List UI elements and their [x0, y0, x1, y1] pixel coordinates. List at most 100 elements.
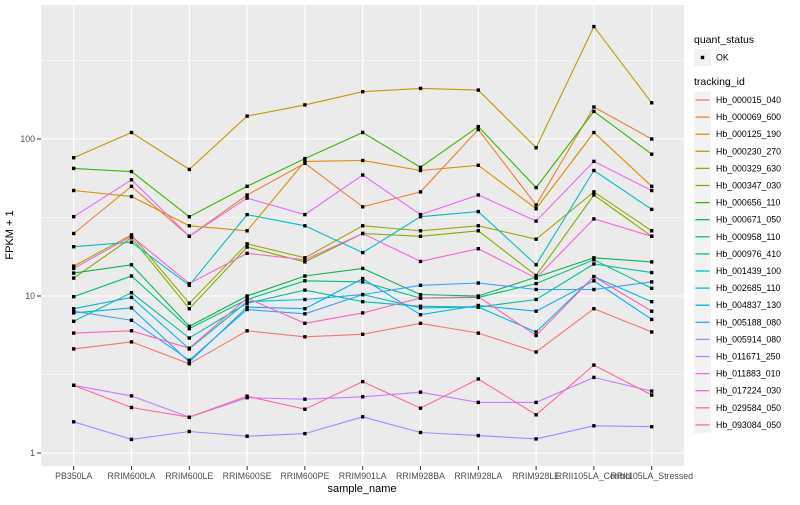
series-layer	[72, 24, 654, 442]
legend-item-Hb_005188_080: Hb_005188_080	[694, 313, 781, 331]
data-point	[303, 274, 307, 278]
data-point	[245, 305, 249, 309]
data-point	[361, 332, 365, 336]
data-point	[534, 330, 538, 334]
data-point	[476, 224, 480, 228]
data-point	[534, 146, 538, 150]
series-Hb_001439_100	[72, 168, 654, 287]
data-point	[129, 234, 134, 238]
series-Hb_011883_010	[72, 159, 654, 238]
legend-label-Hb_029584_050: Hb_029584_050	[716, 403, 781, 413]
data-point	[592, 159, 596, 164]
data-point	[245, 229, 249, 233]
series-Hb_000015_040	[72, 307, 654, 366]
data-point	[72, 215, 76, 219]
data-point	[361, 280, 365, 284]
legend-title-quant-status: quant_status	[694, 34, 754, 46]
data-point	[303, 161, 307, 165]
data-point	[245, 329, 249, 333]
data-point	[418, 86, 423, 91]
data-point	[650, 270, 654, 275]
x-axis-title: sample_name	[327, 483, 396, 495]
legend-layer: OK Hb_000015_040 Hb_000069_600 Hb_000125_19…	[694, 49, 781, 434]
data-point	[129, 240, 134, 244]
data-point	[245, 296, 249, 300]
x-tick-label-RRIM600LA: RRIM600LA	[108, 471, 156, 481]
data-point	[245, 184, 249, 188]
data-point	[129, 274, 134, 278]
data-point	[650, 393, 654, 397]
series-Hb_000656_110	[72, 109, 654, 219]
data-point	[245, 212, 249, 217]
data-point	[592, 256, 596, 260]
series-Hb_005914_080	[72, 415, 654, 442]
data-point	[245, 294, 249, 298]
data-point	[476, 433, 480, 438]
data-point	[592, 262, 596, 266]
data-point	[650, 229, 654, 233]
legend-label-Hb_000656_110: Hb_000656_110	[716, 198, 781, 208]
data-point	[476, 331, 480, 335]
data-point	[361, 266, 365, 271]
series-Hb_000230_270	[72, 24, 654, 172]
legend-label-Hb_000671_050: Hb_000671_050	[716, 215, 781, 225]
data-point	[129, 263, 134, 267]
x-tick-label-RRIM928LA: RRIM928LA	[454, 471, 502, 481]
data-point	[361, 250, 365, 255]
legend-label-Hb_000347_030: Hb_000347_030	[716, 181, 781, 191]
data-point	[361, 292, 365, 297]
x-tick-label-RRIM600PE: RRIM600PE	[280, 471, 329, 481]
data-point	[303, 279, 307, 283]
data-point	[592, 258, 596, 262]
data-point	[534, 400, 538, 405]
data-point	[72, 231, 76, 236]
data-point	[361, 231, 365, 236]
data-point	[72, 264, 76, 268]
data-point	[361, 395, 365, 399]
data-point	[245, 245, 249, 249]
legend-label-Hb_002685_110: Hb_002685_110	[716, 283, 781, 293]
data-point	[592, 190, 596, 194]
data-point	[72, 311, 76, 315]
data-point	[187, 281, 191, 286]
legend-label-Hb_000230_270: Hb_000230_270	[716, 146, 781, 156]
legend-item-Hb_002685_110: Hb_002685_110	[694, 279, 781, 297]
data-point	[72, 271, 76, 275]
data-point	[534, 237, 538, 241]
data-point	[245, 251, 249, 255]
data-point	[187, 326, 191, 331]
data-point	[476, 281, 480, 285]
ok-point-icon	[700, 55, 705, 60]
legend-item-ok: OK	[694, 49, 729, 66]
data-point	[303, 431, 307, 436]
data-point	[650, 389, 654, 393]
data-point	[303, 321, 307, 325]
data-point	[303, 159, 307, 164]
y-tick-label-1: 1	[30, 448, 35, 458]
data-point	[129, 184, 134, 188]
data-point	[72, 319, 76, 323]
data-point	[534, 309, 538, 313]
legend-label-Hb_000976_410: Hb_000976_410	[716, 249, 781, 259]
data-point	[418, 296, 423, 300]
data-point	[303, 407, 307, 411]
data-point	[650, 207, 654, 212]
data-point	[361, 379, 365, 384]
data-point	[592, 105, 596, 109]
legend-item-Hb_029584_050: Hb_029584_050	[694, 399, 781, 417]
data-point	[534, 287, 538, 292]
legend-item-Hb_011671_250: Hb_011671_250	[694, 348, 781, 365]
data-point	[187, 362, 191, 366]
data-point	[418, 283, 423, 287]
data-point	[534, 297, 538, 302]
data-point	[72, 307, 76, 311]
data-point	[418, 292, 423, 297]
data-point	[129, 295, 134, 300]
legend-label-Hb_004837_130: Hb_004837_130	[716, 300, 781, 310]
data-point	[650, 425, 654, 429]
data-point	[187, 301, 191, 305]
data-point	[592, 279, 596, 283]
legend-label-Hb_005914_080: Hb_005914_080	[716, 334, 781, 344]
legend-label-Hb_017224_030: Hb_017224_030	[716, 386, 781, 396]
